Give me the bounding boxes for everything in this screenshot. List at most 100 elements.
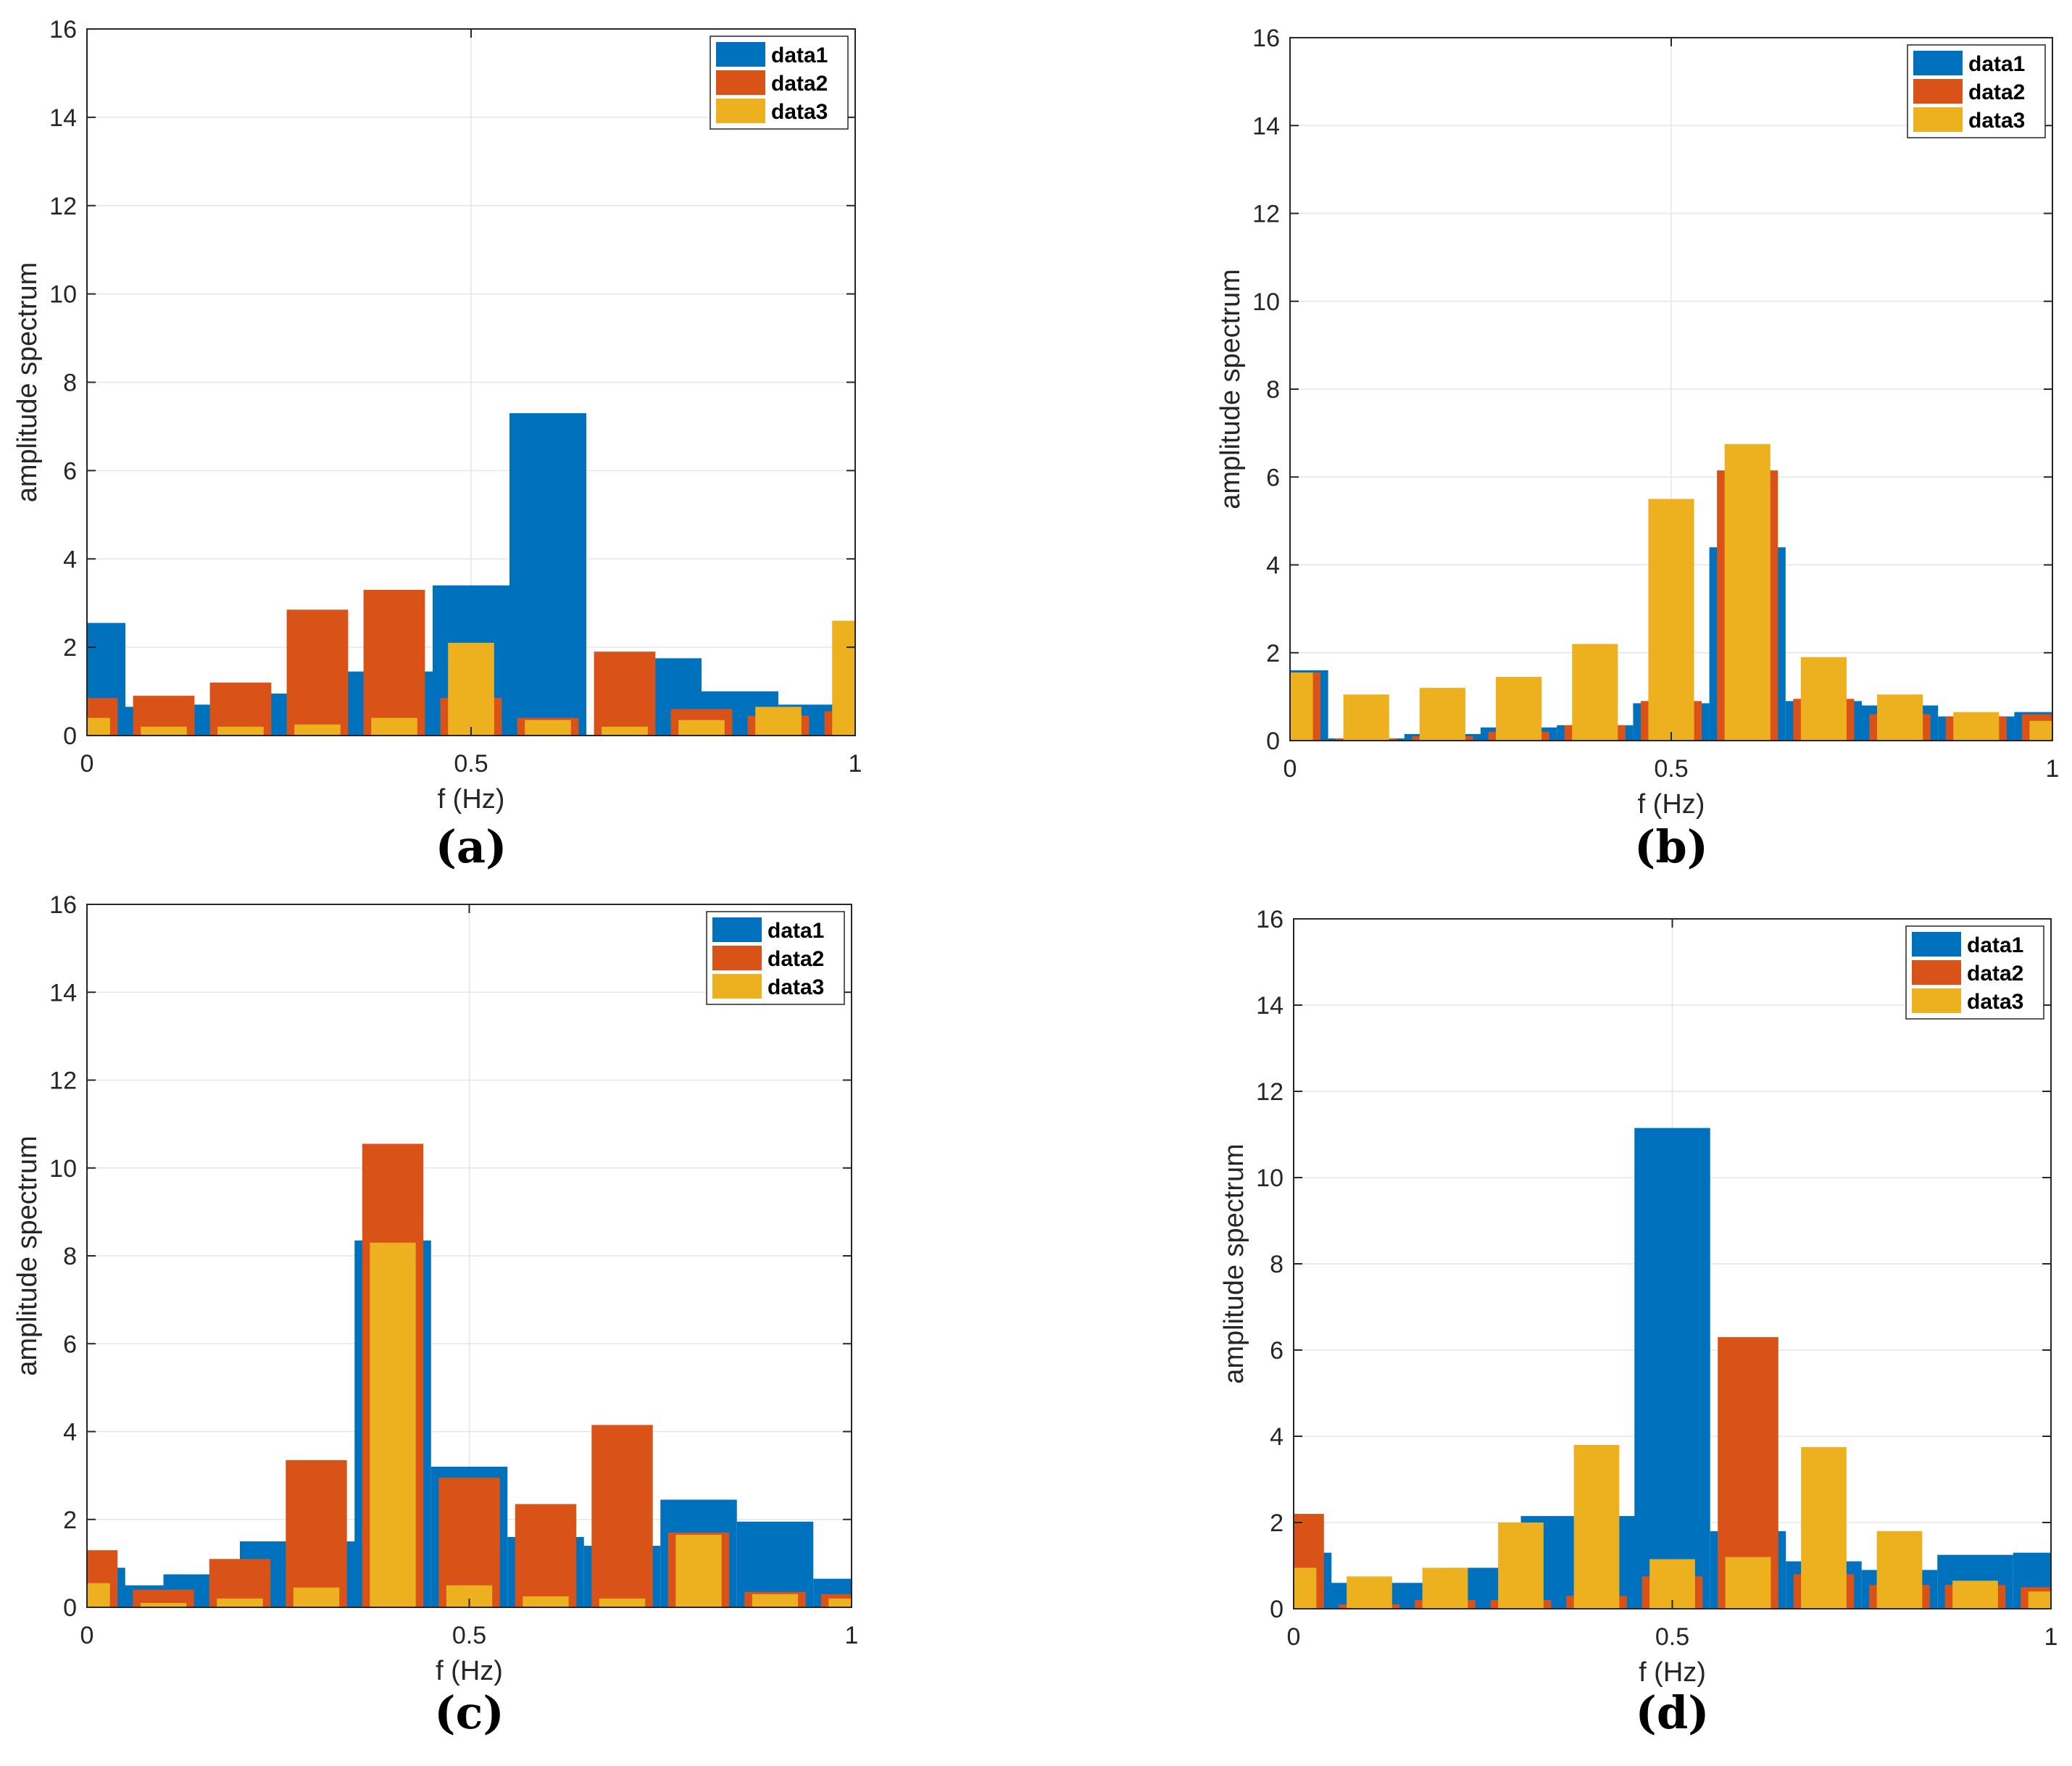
legend: data1 data2 data3 [710,36,849,130]
y-tick-label: 16 [1256,906,1283,933]
panel-caption: (a) [436,820,507,873]
panel-caption: (c) [434,1686,504,1739]
y-axis-label: amplitude spectrum [1219,1144,1249,1384]
legend-label-data3: data3 [1968,109,2025,133]
x-tick-label: 1 [2046,755,2060,783]
chart-panel-b: 0 2 4 6 8 10 12 14 16 0 0.5 1 f (Hz) amplitude spectr… [1215,25,2060,873]
chart-panel-c: 0 2 4 6 8 10 12 14 16 0 0.5 1 f (Hz) amplitude spectr… [12,891,859,1739]
bar-data3 [752,1594,799,1607]
legend-label-data3: data3 [1967,990,2023,1014]
bar-data3 [1725,1557,1771,1609]
y-tick-label: 10 [1252,288,1280,316]
panel-caption: (b) [1634,820,1708,873]
x-tick-label: 1 [845,1622,859,1649]
x-tick-label: 0 [1283,755,1297,783]
bar-data3 [1290,672,1313,741]
legend: data1 data2 data3 [706,911,845,1005]
bar-data3 [599,1598,646,1607]
y-tick-label: 16 [49,16,77,43]
y-tick-label: 6 [1266,464,1280,491]
y-tick-label: 4 [63,1419,77,1446]
y-tick-label: 2 [1270,1509,1283,1537]
y-tick-label: 4 [63,546,77,573]
legend-swatch-data1 [716,42,765,67]
legend: data1 data2 data3 [1905,925,2044,1020]
y-tick-label: 10 [49,281,77,309]
bar-data3 [1877,694,1923,741]
bar-data3 [1419,688,1465,741]
bar-data3 [675,1534,722,1607]
legend-label-data1: data1 [1968,52,2025,76]
legend-swatch-data3 [712,974,762,999]
bar-data3 [1952,1580,1998,1609]
bar-data3 [523,1596,569,1607]
bar-data3 [140,1602,187,1607]
legend-swatch-data1 [712,917,762,942]
legend-label-data3: data3 [771,100,828,124]
chart-panel-d: 0 2 4 6 8 10 12 14 16 0 0.5 1 f (Hz) amplitude spectr… [1219,906,2058,1739]
y-tick-label: 2 [63,634,77,662]
y-tick-label: 0 [63,1594,77,1622]
legend: data1 data2 data3 [1907,44,2046,138]
bar-group [1290,443,2052,741]
bar-data2 [286,1459,347,1607]
x-tick-label: 0.5 [452,1622,486,1649]
legend-swatch-data2 [712,946,762,970]
y-tick-label: 2 [63,1507,77,1534]
x-tick-label: 1 [2044,1623,2058,1651]
bar-data2 [515,1504,577,1607]
bar-data3 [1343,694,1389,741]
bar-data2 [286,609,349,736]
y-tick-label: 10 [49,1155,77,1183]
bar-group [1294,1128,2051,1609]
legend-swatch-data2 [1913,79,1963,104]
bar-data3 [217,1598,263,1607]
y-axis-label: amplitude spectrum [12,262,43,503]
bar-data1 [509,413,586,736]
bar-data3 [370,1242,416,1607]
x-tick-label: 0 [80,1622,94,1649]
y-tick-label: 6 [63,457,77,485]
y-tick-label: 8 [1270,1251,1283,1278]
chart-panel-a: 0 2 4 6 8 10 12 14 16 0 0.5 1 f (Hz) amplitude spectr… [12,16,862,873]
x-tick-label: 0.5 [454,750,488,778]
legend-swatch-data3 [1912,988,1961,1013]
legend-label-data3: data3 [767,975,824,999]
bar-data3 [1572,643,1618,741]
bar-data2 [363,589,425,736]
legend-label-data2: data2 [767,947,824,971]
legend-label-data1: data1 [767,919,824,943]
bar-data3 [1498,1523,1544,1609]
bar-data3 [828,1598,852,1607]
bar-data3 [2029,720,2052,741]
bar-data3 [371,717,417,736]
bar-data3 [602,726,648,736]
bar-data3 [1801,1446,1847,1609]
bar-group [87,413,855,736]
bar-data3 [1876,1530,1923,1609]
y-tick-label: 14 [1252,112,1280,140]
bar-data3 [217,726,264,736]
legend-swatch-data1 [1913,51,1963,75]
x-axis-label: f (Hz) [1638,789,1705,820]
bar-data3 [294,724,341,736]
x-tick-label: 0.5 [1655,1623,1689,1651]
bar-data3 [1294,1567,1317,1609]
y-tick-label: 12 [1256,1078,1283,1106]
legend-swatch-data3 [1913,107,1963,132]
y-tick-label: 14 [1256,992,1283,1020]
legend-swatch-data1 [1912,932,1961,957]
bar-data3 [1347,1576,1392,1609]
y-tick-label: 14 [49,979,77,1007]
bar-data3 [1953,712,2000,741]
y-tick-label: 8 [63,370,77,397]
y-tick-label: 0 [1270,1596,1283,1623]
bar-data3 [293,1587,340,1607]
x-tick-label: 0.5 [1654,755,1688,783]
bar-data3 [525,720,571,736]
bar-data3 [1724,443,1771,741]
x-tick-label: 0 [1287,1623,1301,1651]
bar-data3 [87,717,110,736]
y-tick-label: 12 [49,193,77,220]
bar-data3 [141,726,187,736]
